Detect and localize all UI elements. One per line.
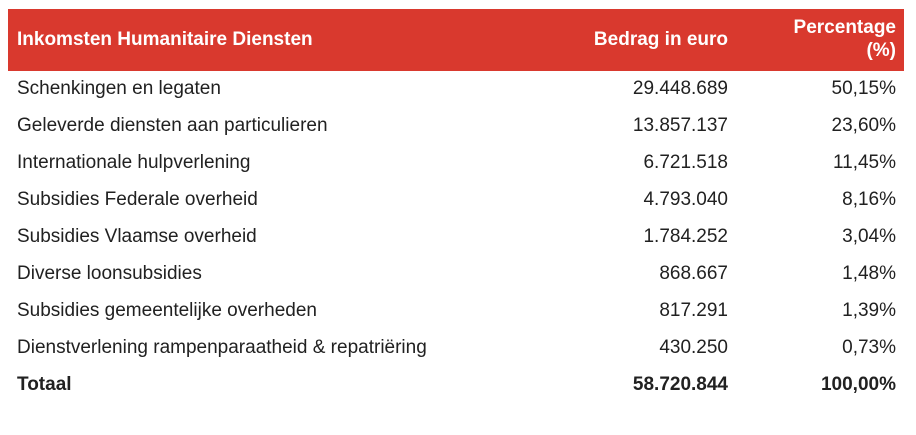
income-table: Inkomsten Humanitaire Diensten Bedrag in…	[8, 9, 904, 404]
table-header-row: Inkomsten Humanitaire Diensten Bedrag in…	[8, 9, 904, 71]
table-row: Schenkingen en legaten 29.448.689 50,15%	[8, 71, 904, 108]
row-label: Schenkingen en legaten	[17, 78, 221, 100]
row-label: Geleverde diensten aan particulieren	[17, 115, 328, 137]
row-amount: 1.784.252	[643, 226, 728, 248]
table-row: Dienstverlening rampenparaatheid & repat…	[8, 330, 904, 367]
header-percentage-label: Percentage (%)	[793, 17, 896, 61]
row-percentage: 11,45%	[832, 152, 896, 174]
row-amount: 4.793.040	[643, 189, 728, 211]
row-amount: 868.667	[659, 263, 728, 285]
row-label: Internationale hulpverlening	[17, 152, 251, 174]
row-percentage: 1,39%	[842, 300, 896, 322]
table-row: Subsidies Vlaamse overheid 1.784.252 3,0…	[8, 219, 904, 256]
row-percentage: 50,15%	[831, 78, 896, 100]
row-percentage: 0,73%	[842, 337, 896, 359]
row-amount: 817.291	[659, 300, 728, 322]
table-total-row: Totaal 58.720.844 100,00%	[8, 367, 904, 404]
header-amount: Bedrag in euro	[593, 28, 728, 50]
row-label: Subsidies gemeentelijke overheden	[17, 300, 317, 322]
row-amount: 430.250	[659, 337, 728, 359]
table-row: Internationale hulpverlening 6.721.518 1…	[8, 145, 904, 182]
row-amount: 29.448.689	[632, 78, 728, 100]
row-percentage: 8,16%	[842, 189, 896, 211]
total-label: Totaal	[17, 374, 72, 396]
row-label: Subsidies Federale overheid	[17, 189, 258, 211]
row-percentage: 1,48%	[842, 263, 896, 285]
total-percentage: 100,00%	[820, 374, 896, 396]
header-percentage: Percentage (%)	[728, 17, 896, 63]
row-percentage: 3,04%	[842, 226, 896, 248]
table-row: Subsidies Federale overheid 4.793.040 8,…	[8, 182, 904, 219]
row-label: Dienstverlening rampenparaatheid & repat…	[17, 337, 427, 359]
header-category: Inkomsten Humanitaire Diensten	[17, 28, 313, 50]
row-amount: 6.721.518	[643, 152, 728, 174]
total-amount: 58.720.844	[632, 374, 728, 396]
table-row: Subsidies gemeentelijke overheden 817.29…	[8, 293, 904, 330]
table-row: Diverse loonsubsidies 868.667 1,48%	[8, 256, 904, 293]
row-label: Subsidies Vlaamse overheid	[17, 226, 257, 248]
row-amount: 13.857.137	[632, 115, 728, 137]
table-row: Geleverde diensten aan particulieren 13.…	[8, 108, 904, 145]
row-percentage: 23,60%	[831, 115, 896, 137]
row-label: Diverse loonsubsidies	[17, 263, 202, 285]
